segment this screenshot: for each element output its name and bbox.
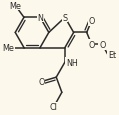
Text: Et: Et bbox=[108, 50, 116, 59]
Text: N: N bbox=[37, 14, 43, 23]
Text: O: O bbox=[89, 41, 95, 49]
Text: Me: Me bbox=[2, 44, 14, 53]
Text: O: O bbox=[38, 77, 45, 86]
Text: S: S bbox=[62, 14, 67, 23]
Text: NH: NH bbox=[66, 58, 78, 67]
Text: Me: Me bbox=[9, 2, 21, 11]
Text: O: O bbox=[89, 17, 95, 26]
Text: O: O bbox=[99, 41, 105, 49]
Text: Cl: Cl bbox=[50, 102, 58, 111]
